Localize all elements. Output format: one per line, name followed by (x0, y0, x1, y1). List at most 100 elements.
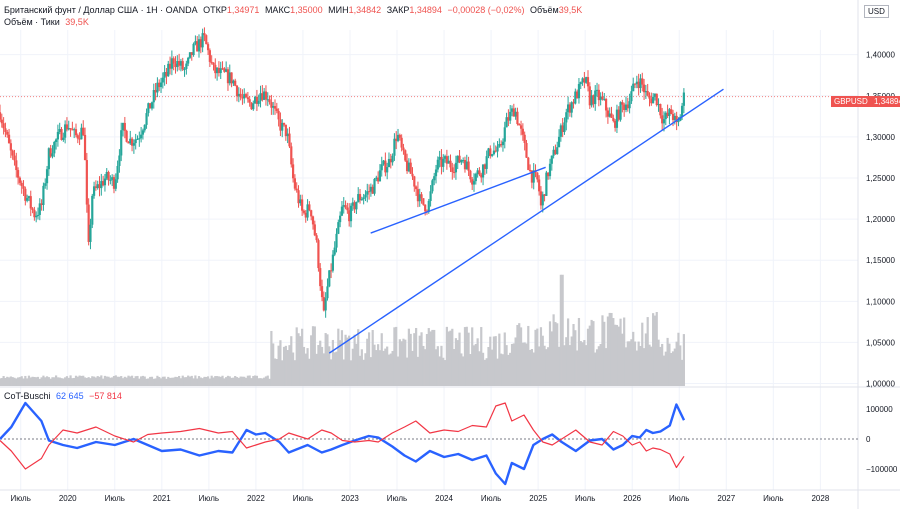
price-tick-label: 1,05000 (866, 338, 895, 347)
volume-bar (601, 315, 604, 386)
cot-tick-label: 100000 (866, 405, 893, 414)
trendlines[interactable] (328, 88, 724, 354)
candle-body (610, 113, 613, 118)
volume-bar (682, 334, 685, 386)
candle-body (565, 112, 568, 123)
candle-body (44, 183, 47, 186)
candle-body (288, 133, 291, 147)
volume-bar (566, 318, 570, 386)
volume-bar (675, 341, 678, 386)
volume-study-label[interactable]: Объём · Тики (4, 17, 60, 27)
candle-body (163, 71, 166, 78)
time-tick-label: 2025 (529, 494, 547, 503)
volume-bar (270, 330, 273, 386)
candle-body (348, 210, 351, 222)
candle-body (94, 186, 97, 189)
volume-bar (170, 377, 173, 386)
candle-body (396, 134, 400, 141)
volume-bar (572, 324, 575, 386)
candle-body (4, 128, 7, 132)
candle-body (130, 138, 134, 146)
candle-body (253, 96, 257, 104)
candle-body (449, 160, 452, 168)
candle-body (496, 146, 499, 152)
time-tick-label: Июль (481, 494, 501, 503)
instrument-title[interactable]: Британский фунт / Доллар США · 1Н · OAND… (4, 5, 198, 15)
candle-body (340, 206, 344, 216)
candle-body (291, 164, 295, 179)
volume-bar (550, 331, 553, 386)
volume-bar (498, 333, 501, 386)
volume-bar (671, 351, 675, 386)
candle-body (111, 177, 114, 180)
volume-bar (302, 346, 306, 386)
candle-body (547, 172, 550, 177)
candle-body (480, 174, 483, 178)
volume-bar (87, 377, 90, 386)
candle-body (673, 115, 676, 120)
volume-bar (145, 378, 148, 386)
cot-series-2-line (0, 402, 685, 470)
candle-body (541, 194, 544, 206)
time-axis[interactable]: Июль 2020 Июль 2021 Июль 2022 Июль 2023 Июль 2024… (10, 494, 829, 503)
volume-bar (510, 343, 514, 386)
candle-body (465, 161, 468, 170)
volume-bar (351, 348, 354, 386)
candle-body (619, 102, 622, 120)
volume-bar (507, 354, 510, 386)
candle-body (74, 129, 78, 136)
volume-bar (107, 376, 110, 386)
volume-bar (329, 359, 333, 386)
volume-bar (377, 344, 380, 386)
volume-bar (373, 344, 376, 386)
volume-bar (67, 377, 70, 386)
volume-bar (548, 321, 552, 386)
time-tick-label: Июль (575, 494, 595, 503)
candle-body (469, 170, 472, 180)
volume-bar (147, 378, 150, 386)
candle-body (26, 198, 29, 201)
candle-body (141, 130, 145, 135)
symbol-legend: Британский фунт / Доллар США · 1Н · OAND… (4, 5, 585, 16)
candle-body (270, 102, 273, 108)
volume-bar (353, 334, 356, 386)
volume-bar (612, 318, 615, 386)
candle-body (476, 170, 479, 175)
candle-body (199, 39, 202, 48)
candle-body (250, 102, 253, 110)
candle-body (172, 58, 175, 64)
candle-body (89, 224, 92, 242)
volume-bar (118, 376, 121, 386)
candle-body (246, 97, 249, 100)
volume-bar (400, 341, 403, 386)
candle-body (331, 254, 334, 271)
cot-axis[interactable]: 100000 0 −100000 (866, 405, 898, 474)
volume-value: 39,5K (558, 5, 583, 15)
volume-bar (445, 326, 448, 386)
candle-body (277, 110, 280, 120)
volume-bar (630, 339, 633, 386)
volume-bar (297, 333, 300, 386)
candle-body (127, 141, 130, 144)
candle-body (149, 103, 152, 109)
candle-body (83, 134, 87, 161)
currency-label[interactable]: USD (864, 5, 889, 18)
candle-body (107, 171, 110, 181)
candle-body (599, 96, 602, 101)
volume-bar (125, 377, 128, 386)
candle-body (675, 115, 678, 123)
volume-bar (176, 377, 179, 386)
volume-bar (487, 347, 490, 386)
candle-body (608, 113, 611, 117)
candle-body (179, 61, 183, 66)
candle-body (315, 235, 318, 241)
candle-body (436, 159, 439, 170)
volume-bar (152, 378, 155, 386)
volume-bar (112, 376, 116, 386)
volume-bar (358, 355, 362, 386)
candle-body (536, 172, 539, 180)
cot-label[interactable]: CoT-Buschi (4, 391, 51, 401)
volume-bar (557, 346, 561, 386)
candle-body (102, 181, 105, 186)
